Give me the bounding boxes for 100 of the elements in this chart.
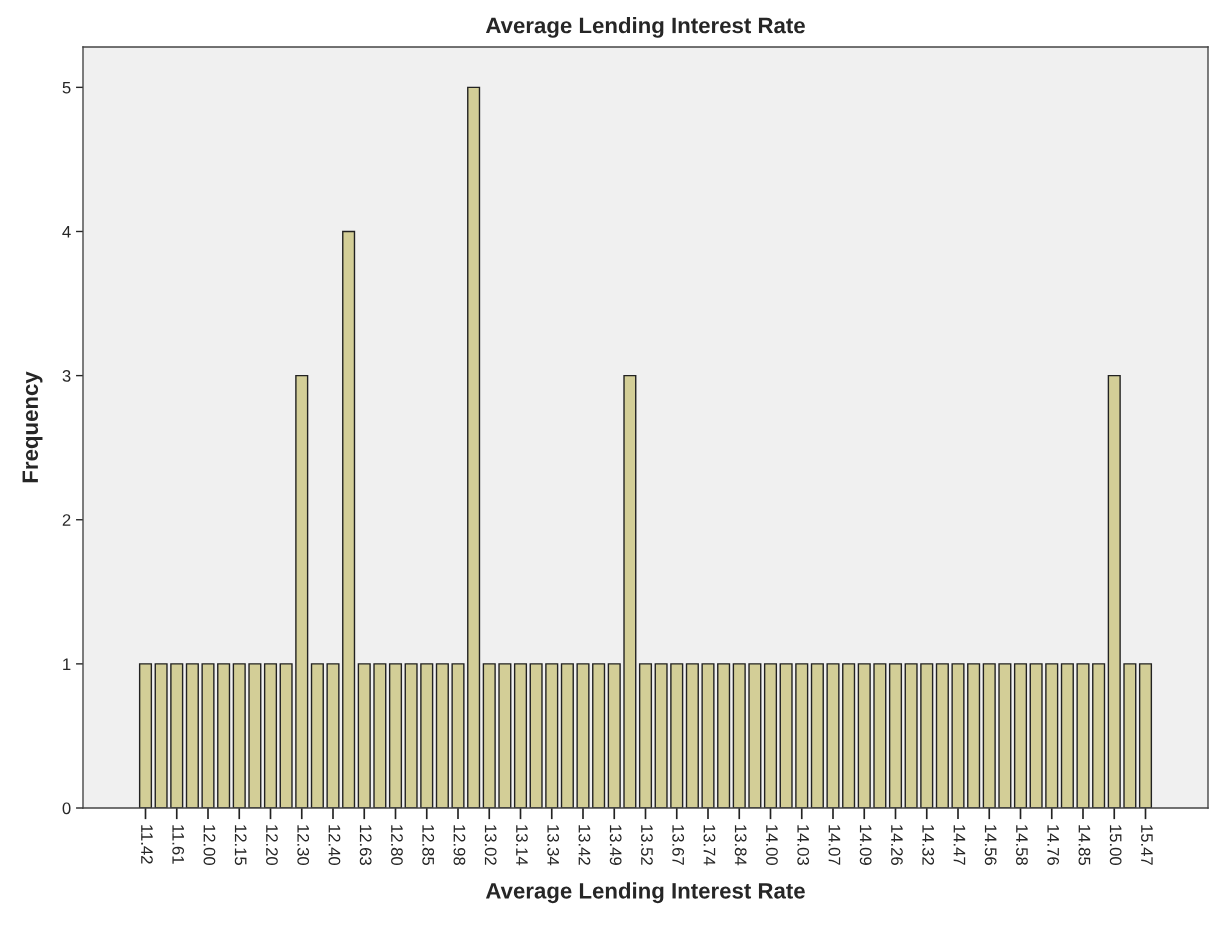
bar — [701, 663, 715, 808]
bar — [420, 663, 434, 808]
bar — [592, 663, 606, 808]
bar — [795, 663, 809, 808]
bar — [685, 663, 699, 808]
bar — [638, 663, 653, 808]
x-tick-label: 13.67 — [672, 825, 685, 865]
bar — [654, 663, 668, 808]
bar — [170, 663, 184, 808]
x-tick-label: 12.15 — [234, 825, 247, 865]
bar — [357, 663, 371, 808]
bar — [982, 663, 996, 808]
y-tick-label: 0 — [62, 802, 71, 815]
x-tick-label: 13.34 — [547, 825, 560, 866]
x-tick-label: 14.09 — [859, 825, 872, 865]
bar — [373, 663, 387, 808]
y-tick-label: 3 — [62, 370, 71, 382]
x-tick-label: 11.42 — [141, 825, 153, 864]
bar — [1123, 663, 1137, 808]
bar — [404, 663, 418, 808]
bar — [873, 663, 887, 808]
x-tick-label: 13.02 — [484, 825, 497, 865]
x-tick-label: 14.26 — [891, 825, 903, 865]
bar — [310, 663, 324, 808]
x-tick-label: 14.76 — [1047, 825, 1060, 865]
bar — [263, 663, 278, 808]
bar — [185, 663, 199, 808]
x-tick-label: 14.58 — [1016, 825, 1028, 865]
x-tick-label: 13.42 — [578, 825, 591, 865]
y-axis-title: Frequency — [22, 371, 43, 483]
x-tick-label: 14.00 — [766, 825, 778, 866]
x-tick-label: 12.80 — [391, 825, 403, 866]
bar — [842, 663, 856, 808]
bar — [279, 663, 293, 808]
x-tick-label: 15.47 — [1141, 825, 1153, 865]
x-tick-label: 14.07 — [828, 825, 841, 865]
bar — [998, 663, 1012, 808]
x-tick-label: 12.20 — [266, 825, 278, 866]
x-tick-label: 12.40 — [328, 825, 341, 866]
bar — [888, 663, 903, 808]
x-tick-label: 14.47 — [953, 825, 966, 865]
x-tick-label: 12.98 — [453, 825, 466, 865]
bar — [545, 663, 559, 808]
bar — [623, 374, 637, 808]
bar — [342, 230, 356, 808]
y-tick-label: 2 — [62, 514, 71, 526]
bar — [1045, 663, 1059, 808]
chart-title: Average Lending Interest Rate — [485, 17, 805, 38]
bar — [748, 663, 762, 808]
bar — [435, 663, 449, 808]
x-tick-label: 13.84 — [734, 825, 747, 866]
x-tick-label: 13.74 — [703, 825, 716, 866]
bar — [326, 663, 340, 808]
bar — [1076, 663, 1090, 808]
x-axis-title: Average Lending Interest Rate — [485, 882, 805, 904]
bar — [232, 663, 246, 808]
bar — [529, 663, 543, 808]
bar — [1013, 663, 1028, 808]
bar — [1060, 663, 1074, 808]
bar — [810, 663, 824, 808]
bar — [560, 663, 574, 808]
bar — [904, 663, 918, 808]
bar — [388, 663, 403, 808]
x-tick-label: 12.85 — [422, 825, 435, 865]
bar — [920, 663, 934, 808]
bar — [482, 663, 496, 808]
bar — [217, 663, 231, 808]
bar — [967, 663, 981, 808]
bar — [857, 663, 871, 808]
x-tick-label: 12.63 — [359, 825, 372, 865]
bar — [935, 663, 949, 808]
bar — [826, 663, 840, 808]
bar — [467, 86, 481, 808]
x-tick-label: 15.00 — [1109, 825, 1122, 866]
bar — [717, 663, 731, 808]
bar — [1092, 663, 1106, 808]
bar — [670, 663, 684, 808]
x-tick-label: 11.61 — [172, 825, 185, 864]
x-tick-label: 14.56 — [984, 825, 997, 865]
y-tick-label: 5 — [62, 81, 71, 94]
bar — [951, 663, 965, 808]
x-tick-label: 12.00 — [203, 825, 216, 866]
x-tick-label: 14.03 — [797, 825, 810, 865]
bar — [248, 663, 262, 808]
y-tick-label: 4 — [62, 226, 71, 238]
bar — [201, 663, 215, 808]
bar — [779, 663, 793, 808]
bar — [451, 663, 465, 808]
bar — [763, 663, 778, 808]
x-tick-label: 14.85 — [1078, 825, 1091, 865]
bar — [607, 663, 621, 808]
bar — [1138, 663, 1153, 808]
bar — [1029, 663, 1043, 808]
bar — [138, 663, 153, 808]
y-tick-label: 1 — [63, 658, 71, 670]
x-tick-label: 13.49 — [609, 825, 622, 865]
x-tick-label: 14.32 — [922, 825, 935, 865]
bar — [1107, 374, 1121, 808]
x-tick-label: 13.14 — [516, 825, 528, 866]
bar — [295, 374, 309, 808]
